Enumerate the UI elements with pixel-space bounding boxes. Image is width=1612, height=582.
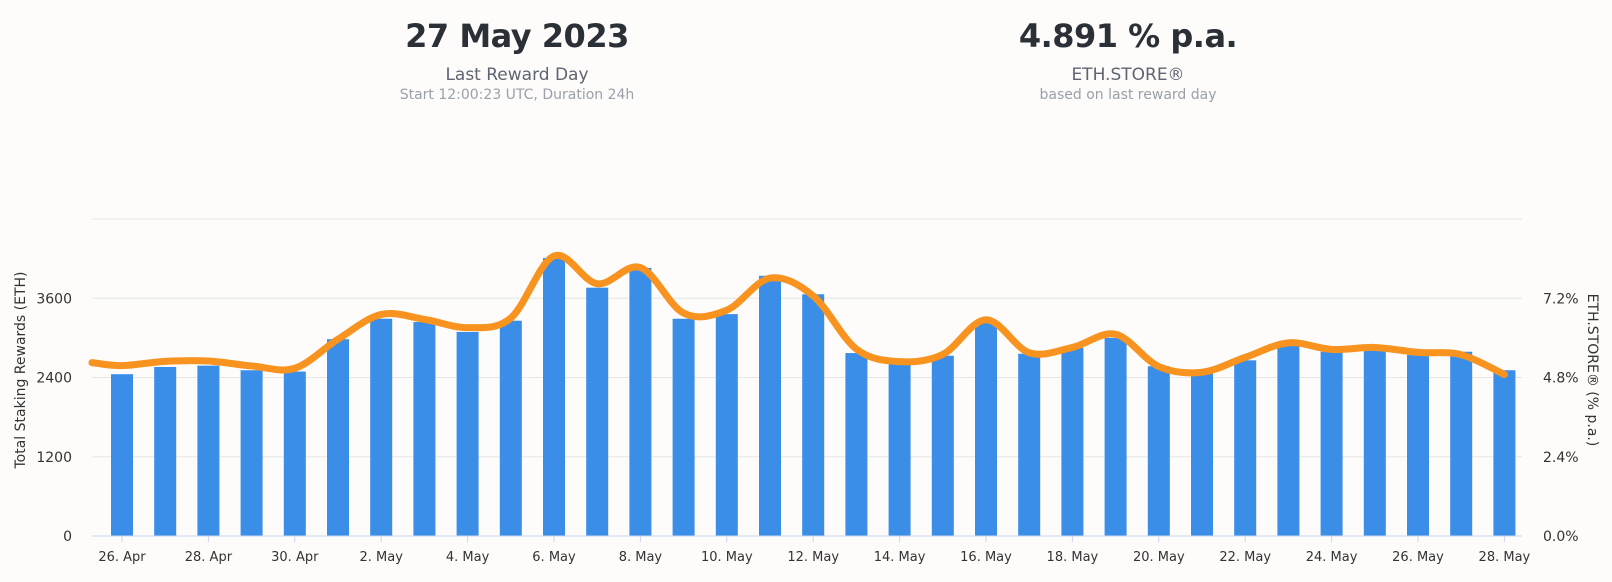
eth-store-sub: based on last reward day (1039, 87, 1217, 103)
y-left-tick-label: 0 (63, 529, 72, 545)
x-tick-label: 26. Apr (98, 550, 146, 565)
bar (802, 294, 825, 536)
bar (154, 366, 177, 536)
y-right-tick-label: 4.8% (1543, 371, 1579, 387)
bar (370, 318, 393, 536)
bar (283, 371, 306, 536)
bar-series (111, 257, 1516, 536)
bar (327, 339, 349, 536)
reward-day-label: Last Reward Day (445, 65, 589, 85)
x-tick-label: 22. May (1219, 550, 1271, 565)
y-right-tick-label: 0.0% (1543, 529, 1579, 545)
bar (1363, 348, 1386, 536)
bar (240, 370, 263, 536)
reward-day-sub: Start 12:00:23 UTC, Duration 24h (399, 87, 635, 103)
y-left-tick-label: 1200 (36, 450, 72, 466)
bar (1450, 351, 1473, 536)
x-tick-label: 26. May (1392, 550, 1444, 565)
bar (1061, 347, 1084, 536)
bar (197, 365, 220, 536)
bar (1147, 366, 1170, 536)
x-tick-label: 20. May (1133, 550, 1185, 565)
x-tick-label: 6. May (532, 550, 576, 565)
bar (715, 314, 738, 536)
x-tick-label: 14. May (874, 550, 926, 565)
bar (1104, 337, 1127, 536)
y-axis-left-title: Total Staking Rewards (ETH) (13, 271, 29, 469)
last-reward-day-stat: 27 May 2023 Last Reward Day Start 12:00:… (267, 14, 767, 104)
axes: 0 1200 2400 3600 0.0% 2.4% 4.8% 7.2% 26. Apr 28. … (36, 291, 1578, 565)
bar (1234, 360, 1257, 536)
line-series (88, 251, 1508, 379)
bar (111, 374, 133, 536)
bar (931, 355, 954, 536)
bar (1320, 351, 1343, 536)
bar (1407, 355, 1429, 536)
y-left-tick-label: 3600 (36, 291, 72, 307)
reward-day-value: 27 May 2023 (405, 17, 629, 55)
bar (845, 353, 868, 536)
x-tick-label: 2. May (359, 550, 403, 565)
bar (413, 322, 436, 536)
x-tick-label: 12. May (787, 550, 839, 565)
bar (586, 287, 609, 536)
x-tick-label: 10. May (701, 550, 753, 565)
x-tick-label: 24. May (1306, 550, 1358, 565)
x-tick-label: 18. May (1047, 550, 1099, 565)
bar (888, 362, 911, 536)
bar (672, 318, 695, 536)
y-left-tick-label: 2400 (36, 371, 72, 387)
eth-store-line (88, 251, 1508, 379)
bar (975, 322, 997, 536)
eth-store-label: ETH.STORE® (1071, 65, 1185, 85)
x-tick-label: 8. May (619, 550, 663, 565)
x-tick-label: 28. Apr (185, 550, 233, 565)
x-tick-label: 28. May (1479, 550, 1531, 565)
bar (1191, 373, 1213, 536)
bar (456, 331, 479, 536)
x-tick-label: 30. Apr (271, 550, 319, 565)
bar (499, 320, 522, 536)
y-axis-right-title: ETH.STORE® (% p.a.) (1584, 294, 1600, 447)
x-tick-label: 16. May (960, 550, 1012, 565)
eth-store-stat: 4.891 % p.a. ETH.STORE® based on last re… (878, 14, 1378, 104)
y-right-tick-label: 7.2% (1543, 291, 1579, 307)
bar (1277, 343, 1300, 536)
bar (543, 257, 565, 536)
eth-store-value: 4.891 % p.a. (1018, 17, 1238, 55)
bar (629, 267, 652, 536)
y-right-tick-label: 2.4% (1543, 450, 1579, 466)
bar (1018, 353, 1041, 536)
x-tick-label: 4. May (446, 550, 490, 565)
bar (1493, 370, 1516, 536)
bar (759, 275, 781, 536)
